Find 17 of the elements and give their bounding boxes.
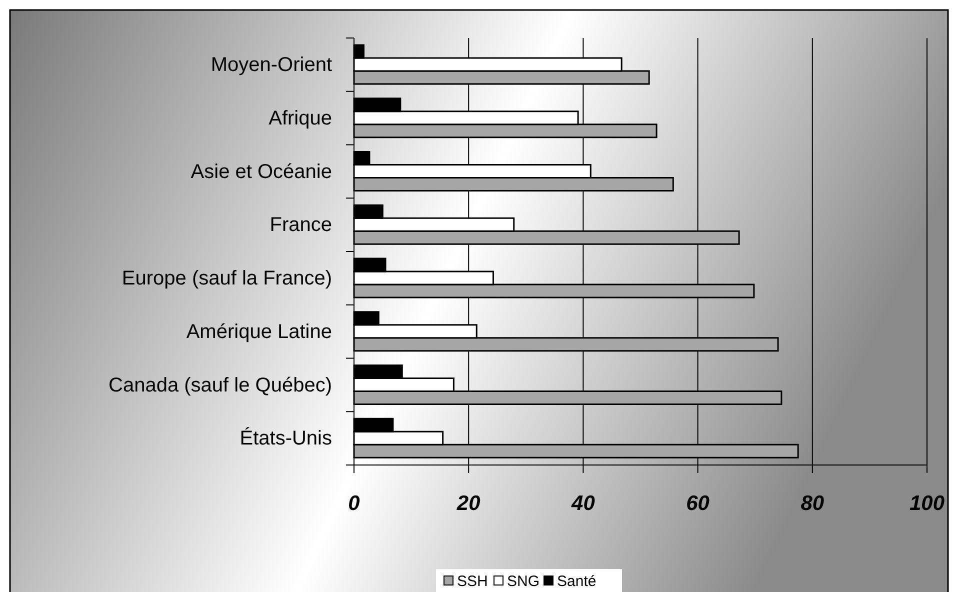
y-tick-label: Europe (sauf la France): [122, 268, 332, 290]
y-tick-label: Amérique Latine: [186, 320, 332, 343]
y-tick-label: France: [270, 214, 332, 236]
y-tick-label: États-Unis: [240, 426, 332, 450]
legend-label: SSH: [457, 573, 488, 590]
y-tick-label: Canada (sauf le Québec): [108, 374, 332, 396]
y-tick-label: Asie et Océanie: [190, 160, 332, 183]
legend-label: Santé: [557, 573, 596, 590]
y-tick-label: Afrique: [268, 107, 332, 130]
x-tick-label: 40: [570, 492, 596, 515]
x-tick-label: 60: [686, 492, 710, 515]
y-tick-label: Moyen-Orient: [210, 54, 332, 76]
x-tick-label: 100: [909, 492, 945, 515]
x-tick-label: 80: [800, 492, 824, 515]
x-tick-label: 0: [348, 492, 360, 515]
x-tick-label: 20: [456, 492, 481, 515]
legend-label: SNG: [507, 573, 540, 590]
